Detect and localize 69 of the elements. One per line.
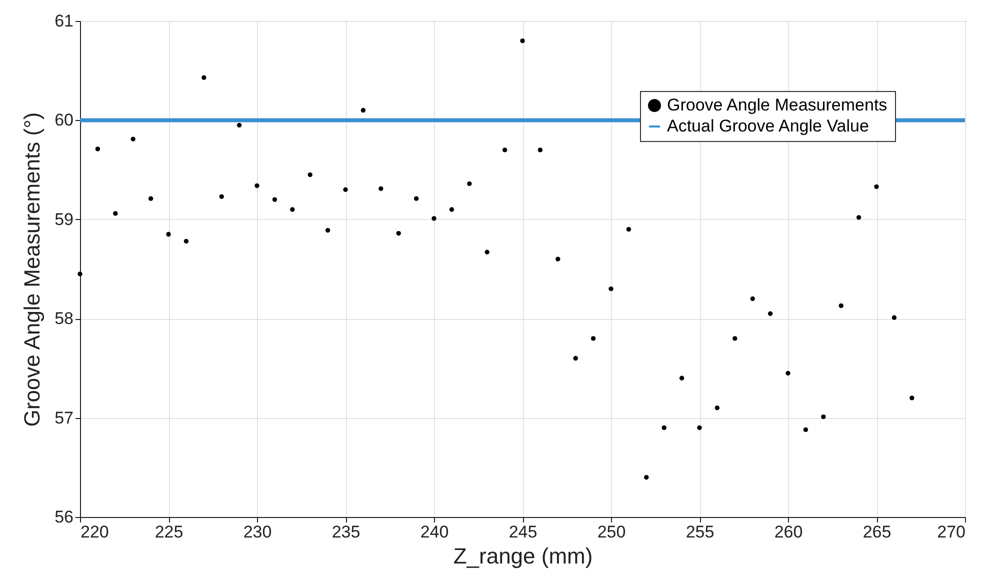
point: [590, 336, 596, 341]
point: [449, 207, 454, 212]
point: [360, 108, 366, 113]
x-tick-label: 240: [420, 522, 449, 542]
point: [396, 230, 401, 236]
x-tick-label: 255: [686, 522, 714, 542]
point: [626, 226, 632, 232]
x-tick-label: 225: [154, 522, 184, 542]
point: [556, 256, 560, 262]
point: [821, 414, 826, 420]
point: [166, 232, 171, 237]
point: [113, 211, 118, 216]
legend-label: Groove Angle Measurements: [667, 96, 888, 114]
point: [732, 336, 738, 341]
x-tick-label: 260: [774, 522, 803, 542]
x-tick-label: 235: [332, 522, 360, 542]
point: [856, 215, 862, 220]
point: [202, 75, 206, 80]
y-tick-label: 61: [54, 12, 74, 30]
x-tick-label: 265: [862, 522, 892, 542]
point: [290, 207, 295, 212]
point: [714, 406, 720, 410]
point: [308, 172, 312, 178]
point: [343, 187, 348, 192]
point: [378, 186, 384, 191]
point: [184, 238, 189, 244]
point: [573, 356, 578, 361]
point: [219, 194, 224, 199]
point: [95, 146, 100, 152]
x-tick-label: 250: [597, 522, 626, 542]
x-tick-label: 230: [243, 522, 272, 542]
point: [272, 197, 278, 202]
point: [892, 315, 897, 320]
point: [148, 196, 154, 201]
point: [768, 311, 773, 316]
point: [130, 136, 136, 142]
y-tick-label: 56: [54, 508, 74, 526]
point: [520, 38, 525, 44]
point: [78, 272, 82, 276]
y-tick-label: 57: [54, 408, 74, 428]
legend-label: Actual Groove Angle Value: [667, 116, 869, 136]
point: [697, 425, 702, 430]
point: [644, 474, 649, 480]
x-tick-label: 245: [508, 522, 538, 542]
y-tick-label: 59: [54, 210, 74, 229]
y-axis-title: Groove Angle Measurements (°): [20, 112, 45, 427]
point: [679, 376, 684, 380]
point: [838, 303, 844, 308]
y-tick-label: 60: [54, 110, 74, 130]
point: [236, 122, 242, 128]
x-axis-title: Z_range (mm): [453, 544, 593, 568]
point: [484, 250, 490, 254]
point: [608, 286, 614, 292]
point: [432, 216, 436, 221]
y-tick-label: 58: [54, 309, 74, 328]
point: [874, 184, 879, 190]
point: [803, 427, 808, 432]
point: [502, 148, 508, 152]
point: [325, 228, 330, 233]
point: [414, 196, 419, 201]
x-tick-label: 220: [80, 522, 109, 542]
point: [786, 370, 790, 376]
point: [750, 296, 755, 302]
point: [538, 148, 543, 152]
point: [910, 396, 914, 400]
point: [254, 183, 260, 188]
point: [662, 425, 666, 430]
x-tick-label: 270: [937, 522, 966, 542]
point: [467, 181, 472, 186]
